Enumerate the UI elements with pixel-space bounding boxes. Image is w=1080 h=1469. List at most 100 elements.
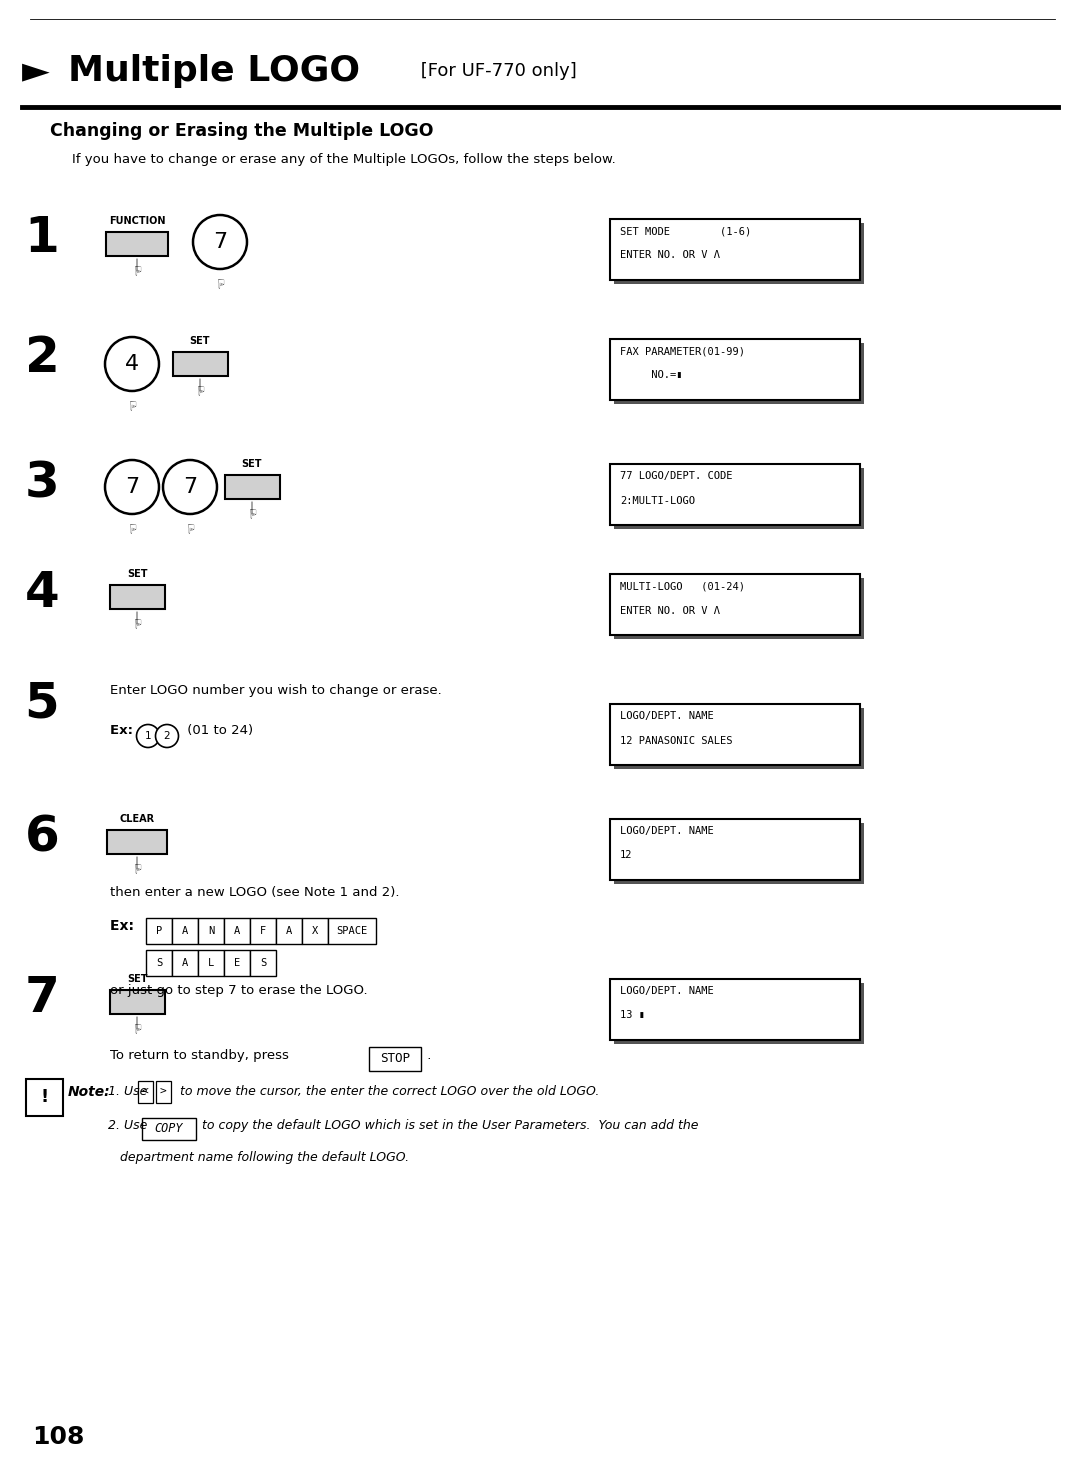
Text: 3: 3: [25, 458, 59, 507]
Text: to move the cursor, the enter the correct LOGO over the old LOGO.: to move the cursor, the enter the correc…: [176, 1086, 599, 1097]
Text: NO.=▮: NO.=▮: [620, 370, 683, 380]
Text: MULTI-LOGO   (01-24): MULTI-LOGO (01-24): [620, 582, 745, 591]
Text: Ex:: Ex:: [110, 920, 139, 933]
Text: COPY: COPY: [154, 1122, 184, 1136]
Text: SET: SET: [126, 569, 147, 579]
FancyBboxPatch shape: [198, 950, 224, 975]
FancyBboxPatch shape: [615, 983, 864, 1044]
FancyBboxPatch shape: [615, 342, 864, 404]
Text: To return to standby, press: To return to standby, press: [110, 1049, 293, 1062]
FancyBboxPatch shape: [369, 1047, 421, 1071]
FancyBboxPatch shape: [615, 223, 864, 284]
Text: SPACE: SPACE: [336, 925, 367, 936]
FancyBboxPatch shape: [615, 577, 864, 639]
Text: 2: 2: [164, 732, 171, 740]
FancyBboxPatch shape: [302, 918, 328, 945]
Text: 2: 2: [25, 333, 59, 382]
Text: ☝: ☝: [197, 380, 204, 394]
FancyBboxPatch shape: [106, 232, 168, 256]
Text: 7: 7: [183, 477, 197, 497]
Text: Enter LOGO number you wish to change or erase.: Enter LOGO number you wish to change or …: [110, 685, 442, 696]
Text: ☝: ☝: [133, 614, 140, 627]
Text: LOGO/DEPT. NAME: LOGO/DEPT. NAME: [620, 711, 714, 721]
Text: 13 ▮: 13 ▮: [620, 1011, 645, 1021]
Text: 4: 4: [125, 354, 139, 375]
Text: 7: 7: [125, 477, 139, 497]
FancyBboxPatch shape: [109, 990, 164, 1014]
FancyBboxPatch shape: [610, 219, 860, 281]
Text: to copy the default LOGO which is set in the User Parameters.  You can add the: to copy the default LOGO which is set in…: [198, 1119, 699, 1133]
FancyBboxPatch shape: [610, 820, 860, 880]
FancyBboxPatch shape: [610, 339, 860, 400]
Text: ☝: ☝: [248, 504, 256, 517]
FancyBboxPatch shape: [615, 823, 864, 884]
Text: [For UF-770 only]: [For UF-770 only]: [415, 62, 577, 79]
FancyBboxPatch shape: [328, 918, 376, 945]
Text: ENTER NO. OR V Λ: ENTER NO. OR V Λ: [620, 251, 720, 260]
Text: then enter a new LOGO (see Note 1 and 2).: then enter a new LOGO (see Note 1 and 2)…: [110, 886, 400, 899]
FancyBboxPatch shape: [610, 978, 860, 1040]
Text: ►: ►: [22, 54, 50, 88]
Circle shape: [136, 724, 160, 748]
FancyBboxPatch shape: [610, 464, 860, 524]
FancyBboxPatch shape: [225, 474, 280, 499]
Text: >: >: [159, 1087, 165, 1097]
FancyBboxPatch shape: [156, 1081, 171, 1103]
Text: F: F: [260, 925, 266, 936]
Text: Changing or Erasing the Multiple LOGO: Changing or Erasing the Multiple LOGO: [50, 122, 433, 140]
Text: 12: 12: [620, 851, 633, 861]
Text: E: E: [234, 958, 240, 968]
Circle shape: [105, 336, 159, 391]
FancyBboxPatch shape: [107, 830, 167, 853]
Text: Multiple LOGO: Multiple LOGO: [68, 54, 360, 88]
FancyBboxPatch shape: [146, 918, 172, 945]
Text: Note:: Note:: [68, 1086, 110, 1099]
FancyBboxPatch shape: [224, 918, 249, 945]
Text: (01 to 24): (01 to 24): [183, 724, 253, 737]
Text: LOGO/DEPT. NAME: LOGO/DEPT. NAME: [620, 986, 714, 996]
FancyBboxPatch shape: [141, 1118, 195, 1140]
Text: LOGO/DEPT. NAME: LOGO/DEPT. NAME: [620, 826, 714, 836]
FancyBboxPatch shape: [249, 918, 276, 945]
Text: 5: 5: [25, 679, 59, 727]
FancyBboxPatch shape: [138, 1081, 152, 1103]
FancyBboxPatch shape: [109, 585, 164, 610]
Circle shape: [105, 460, 159, 514]
Text: A: A: [181, 925, 188, 936]
FancyBboxPatch shape: [26, 1080, 63, 1116]
FancyBboxPatch shape: [173, 353, 228, 376]
Text: 4: 4: [25, 569, 59, 617]
Text: ☝: ☝: [133, 1019, 140, 1033]
Text: 2:MULTI-LOGO: 2:MULTI-LOGO: [620, 495, 696, 505]
Text: S: S: [156, 958, 162, 968]
Text: 1: 1: [145, 732, 151, 740]
FancyBboxPatch shape: [146, 950, 172, 975]
Text: 7: 7: [213, 232, 227, 253]
FancyBboxPatch shape: [615, 469, 864, 529]
Text: Ex:: Ex:: [110, 724, 137, 737]
Text: 12 PANASONIC SALES: 12 PANASONIC SALES: [620, 736, 732, 745]
FancyBboxPatch shape: [172, 918, 198, 945]
Text: X: X: [312, 925, 319, 936]
Text: or just go to step 7 to erase the LOGO.: or just go to step 7 to erase the LOGO.: [110, 984, 367, 997]
Text: SET: SET: [242, 458, 262, 469]
Text: 7: 7: [25, 974, 59, 1022]
Text: 108: 108: [32, 1425, 84, 1448]
Text: ☝: ☝: [133, 261, 140, 275]
FancyBboxPatch shape: [276, 918, 302, 945]
Text: P: P: [156, 925, 162, 936]
Text: CLEAR: CLEAR: [120, 814, 154, 824]
FancyBboxPatch shape: [172, 950, 198, 975]
Text: 6: 6: [25, 814, 59, 862]
FancyBboxPatch shape: [224, 950, 249, 975]
FancyBboxPatch shape: [610, 704, 860, 765]
Text: <: <: [141, 1087, 148, 1097]
Text: FAX PARAMETER(01-99): FAX PARAMETER(01-99): [620, 347, 745, 355]
Text: 1: 1: [25, 214, 59, 261]
Text: .: .: [423, 1049, 431, 1062]
Text: SET MODE        (1-6): SET MODE (1-6): [620, 226, 752, 237]
Text: N: N: [207, 925, 214, 936]
Text: ☝: ☝: [129, 519, 136, 532]
Circle shape: [156, 724, 178, 748]
Text: STOP: STOP: [380, 1052, 410, 1065]
